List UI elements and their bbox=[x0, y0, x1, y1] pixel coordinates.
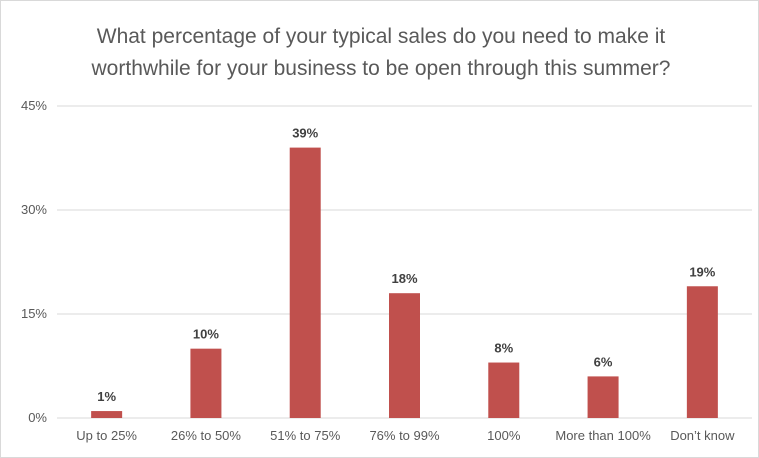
bar-value-label: 18% bbox=[391, 271, 417, 286]
bar bbox=[686, 286, 718, 418]
x-tick-label: 100% bbox=[487, 428, 521, 443]
bar-value-label: 39% bbox=[292, 126, 318, 141]
bar bbox=[190, 348, 222, 418]
bar bbox=[488, 362, 520, 418]
bar-value-label: 1% bbox=[97, 389, 116, 404]
bar bbox=[587, 376, 619, 418]
y-tick-label: 45% bbox=[21, 98, 47, 113]
chart-title: What percentage of your typical sales do… bbox=[71, 21, 691, 85]
bar-value-label: 6% bbox=[594, 354, 613, 369]
bar bbox=[91, 411, 123, 418]
x-tick-label: Don’t know bbox=[670, 428, 735, 443]
x-tick-label: Up to 25% bbox=[76, 428, 137, 443]
x-tick-label: 76% to 99% bbox=[369, 428, 440, 443]
bar bbox=[389, 293, 420, 418]
y-tick-label: 15% bbox=[21, 306, 47, 321]
chart-title-line-1: What percentage of your typical sales do… bbox=[96, 25, 666, 48]
x-tick-label: More than 100% bbox=[555, 428, 651, 443]
bar-value-label: 10% bbox=[193, 327, 219, 342]
bar bbox=[289, 147, 321, 418]
y-tick-label: 30% bbox=[21, 202, 47, 217]
x-tick-label: 26% to 50% bbox=[171, 428, 242, 443]
x-tick-label: 51% to 75% bbox=[270, 428, 341, 443]
bar-value-label: 8% bbox=[494, 341, 513, 356]
bar-value-label: 19% bbox=[689, 264, 715, 279]
chart-title-line-2: worthwhile for your business to be open … bbox=[91, 57, 671, 80]
y-tick-label: 0% bbox=[28, 410, 47, 425]
